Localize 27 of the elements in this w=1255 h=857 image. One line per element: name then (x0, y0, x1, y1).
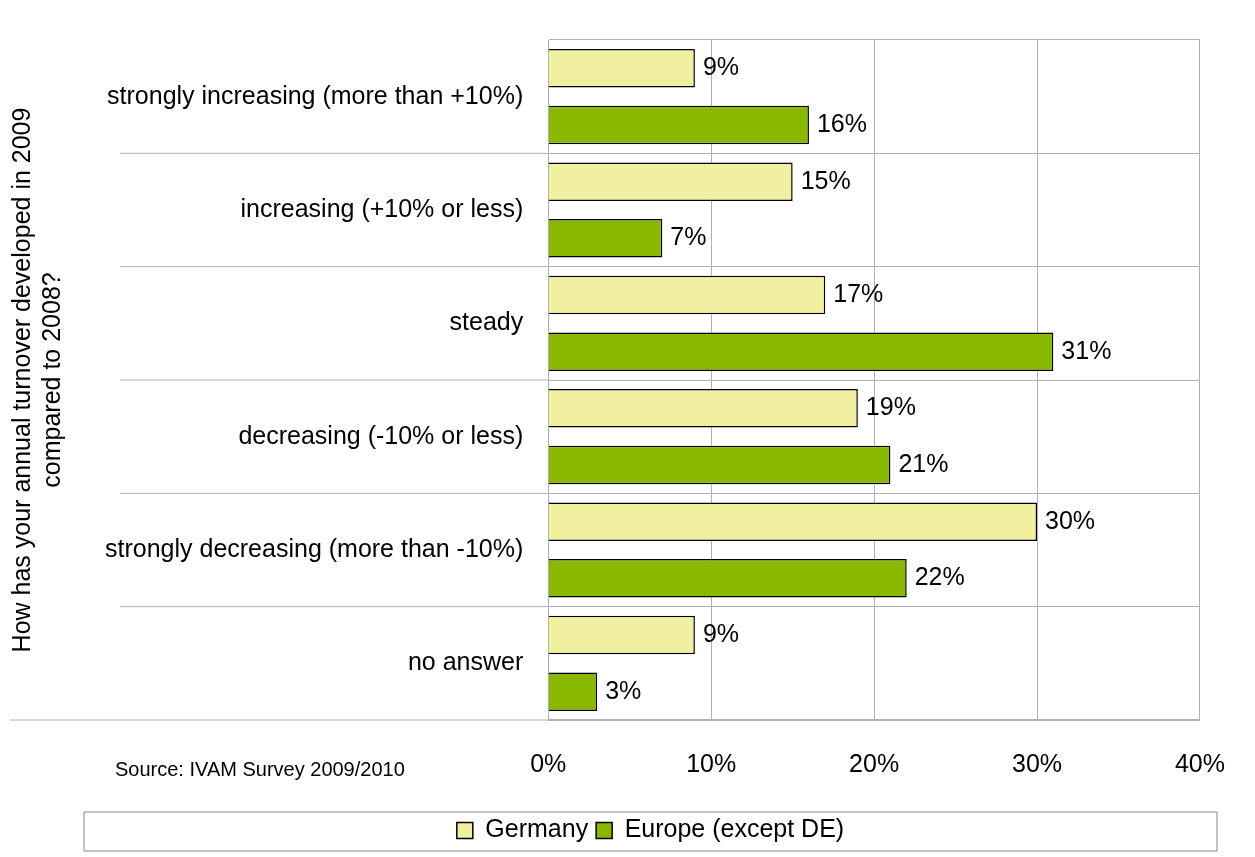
y-tick-label: no answer (407, 647, 524, 676)
x-tick-label: 0% (530, 748, 567, 777)
x-tick-label: 30% (1012, 748, 1063, 777)
x-tick-label: 40% (1174, 748, 1226, 777)
y-tick-label: strongly increasing (more than +10%) (107, 80, 524, 109)
data-label: 19% (865, 392, 916, 421)
y-tick-label: strongly decreasing (more than -10%) (105, 533, 524, 562)
data-label: 9% (702, 52, 740, 81)
data-label: 30% (1045, 505, 1096, 534)
data-label: 15% (800, 165, 851, 194)
data-label: 16% (816, 108, 867, 137)
y-axis-title: How has your annual turnover developed in 2009 compared to 2008? (6, 107, 65, 653)
y-tick-label: steady (449, 307, 524, 336)
y-tick-label: increasing (+10% or less) (240, 193, 524, 222)
data-label: 9% (702, 618, 740, 647)
legend-label: Europe (except DE) (624, 814, 845, 843)
y-tick-label: decreasing (-10% or less) (238, 420, 524, 449)
data-label: 17% (833, 278, 884, 307)
x-tick-label: 10% (686, 748, 737, 777)
data-label: 3% (605, 675, 642, 704)
legend-label: Germany (485, 814, 589, 843)
data-label: 31% (1061, 335, 1112, 364)
data-label: 7% (670, 222, 707, 251)
data-label: 21% (898, 448, 949, 477)
x-tick-label: 20% (849, 748, 900, 777)
data-label: 22% (914, 562, 965, 591)
source-note: Source: IVAM Survey 2009/2010 (115, 757, 405, 780)
